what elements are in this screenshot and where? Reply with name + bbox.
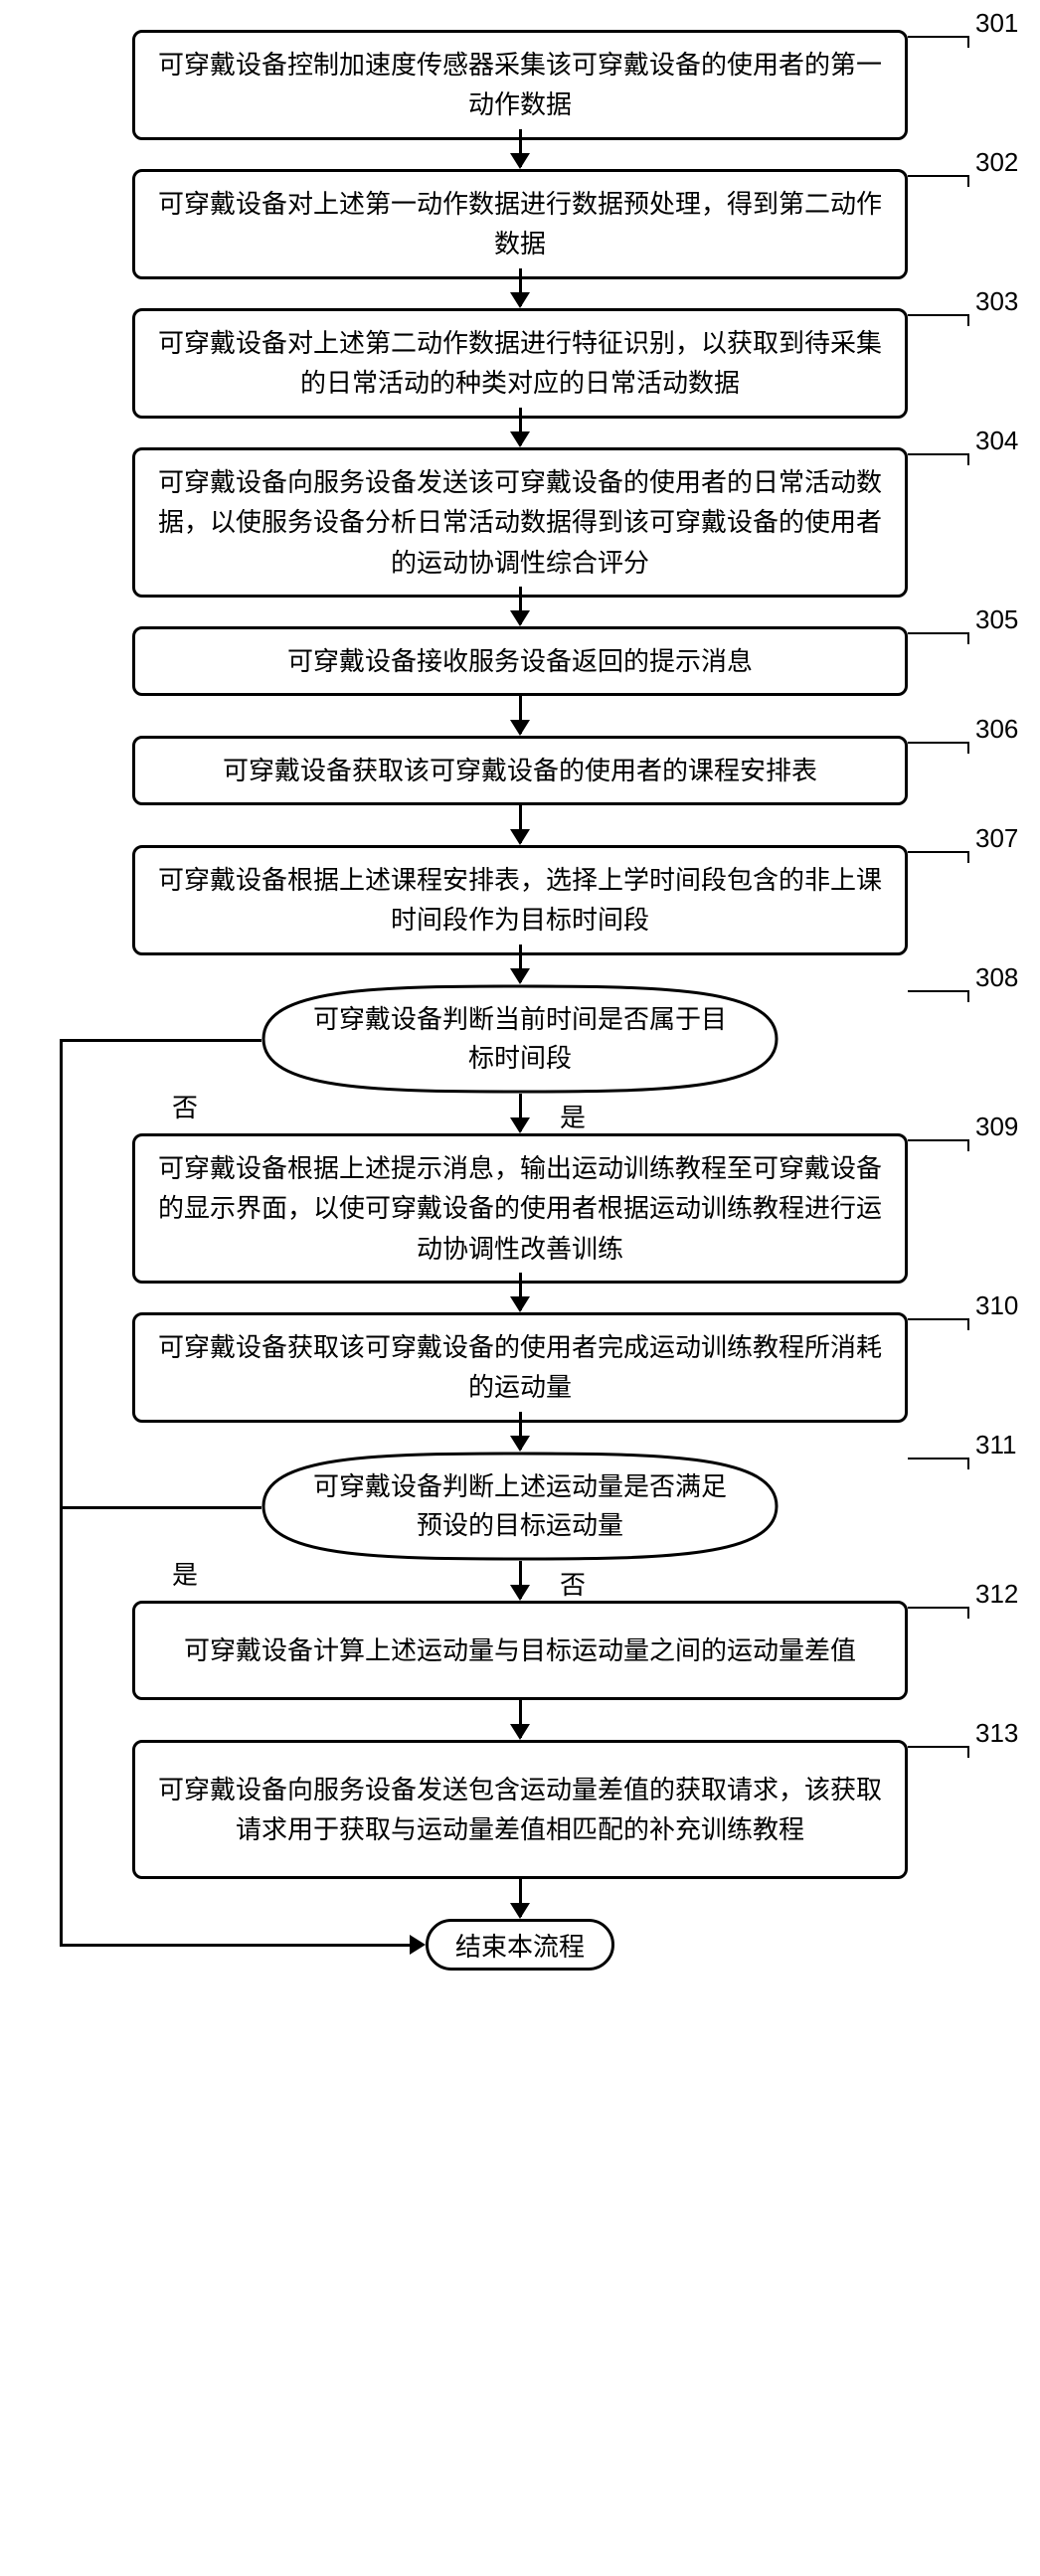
step-label-307: 307	[975, 823, 1018, 854]
lead-line-306	[908, 742, 967, 744]
lead-tick-302	[967, 175, 969, 187]
step-301: 可穿戴设备控制加速度传感器采集该可穿戴设备的使用者的第一动作数据	[132, 30, 908, 140]
step-305: 可穿戴设备接收服务设备返回的提示消息	[132, 626, 908, 696]
step-label-301: 301	[975, 8, 1018, 39]
lead-tick-311	[967, 1458, 969, 1469]
decision-311: 可穿戴设备判断上述运动量是否满足预设的目标运动量	[261, 1452, 779, 1561]
conn-308-left	[60, 1039, 261, 1042]
lead-line-307	[908, 851, 967, 853]
step-label-313: 313	[975, 1718, 1018, 1749]
lead-line-309	[908, 1139, 967, 1141]
arrow-310-down	[519, 1412, 522, 1450]
arrow-304-down	[519, 587, 522, 624]
lead-line-313	[908, 1746, 967, 1748]
decision-text-308: 可穿戴设备判断当前时间是否属于目标时间段	[261, 984, 779, 1094]
step-label-303: 303	[975, 286, 1018, 317]
step-302: 可穿戴设备对上述第一动作数据进行数据预处理，得到第二动作数据	[132, 169, 908, 279]
step-313: 可穿戴设备向服务设备发送包含运动量差值的获取请求，该获取请求用于获取与运动量差值…	[132, 1740, 908, 1879]
step-309: 可穿戴设备根据上述提示消息，输出运动训练教程至可穿戴设备的显示界面，以使可穿戴设…	[132, 1133, 908, 1284]
decision-308: 可穿戴设备判断当前时间是否属于目标时间段	[261, 984, 779, 1094]
arrow-313-down	[519, 1879, 522, 1917]
lead-tick-307	[967, 851, 969, 863]
decision-text-311: 可穿戴设备判断上述运动量是否满足预设的目标运动量	[261, 1452, 779, 1561]
lead-tick-303	[967, 314, 969, 326]
lead-tick-304	[967, 453, 969, 465]
step-304: 可穿戴设备向服务设备发送该可穿戴设备的使用者的日常活动数据，以使服务设备分析日常…	[132, 447, 908, 598]
arrow-302-down	[519, 268, 522, 306]
step-label-310: 310	[975, 1290, 1018, 1321]
arrow-307-down	[519, 945, 522, 982]
arrow-301-down	[519, 129, 522, 167]
lead-tick-309	[967, 1139, 969, 1151]
lead-line-305	[908, 632, 967, 634]
conn-311-left	[60, 1506, 261, 1509]
lead-tick-306	[967, 742, 969, 754]
arrow-309-down	[519, 1273, 522, 1310]
arrow-305-down	[519, 696, 522, 734]
branch-yes-308: 是	[560, 1098, 586, 1134]
lead-line-308	[908, 990, 967, 992]
branch-no-311: 否	[560, 1565, 586, 1602]
lead-tick-313	[967, 1746, 969, 1758]
left-rail-bottom	[60, 1944, 412, 1947]
lead-tick-305	[967, 632, 969, 644]
lead-line-303	[908, 314, 967, 316]
step-306: 可穿戴设备获取该可穿戴设备的使用者的课程安排表	[132, 736, 908, 805]
lead-line-310	[908, 1318, 967, 1320]
arrow-308-down	[519, 1094, 522, 1131]
left-rail	[60, 1039, 63, 1945]
step-303: 可穿戴设备对上述第二动作数据进行特征识别，以获取到待采集的日常活动的种类对应的日…	[132, 308, 908, 419]
step-310: 可穿戴设备获取该可穿戴设备的使用者完成运动训练教程所消耗的运动量	[132, 1312, 908, 1423]
branch-no-308: 否	[172, 1088, 198, 1124]
step-label-311: 311	[975, 1430, 1016, 1460]
lead-tick-301	[967, 36, 969, 48]
lead-line-301	[908, 36, 967, 38]
lead-tick-308	[967, 990, 969, 1002]
step-307: 可穿戴设备根据上述课程安排表，选择上学时间段包含的非上课时间段作为目标时间段	[132, 845, 908, 955]
arrow-into-terminator	[410, 1935, 426, 1955]
step-label-305: 305	[975, 604, 1018, 635]
terminator: 结束本流程	[426, 1919, 614, 1971]
lead-tick-310	[967, 1318, 969, 1330]
lead-line-311	[908, 1458, 967, 1460]
lead-line-312	[908, 1607, 967, 1609]
branch-yes-311: 是	[172, 1555, 198, 1592]
lead-line-302	[908, 175, 967, 177]
flowchart-container: 301可穿戴设备控制加速度传感器采集该可穿戴设备的使用者的第一动作数据302可穿…	[0, 20, 1040, 1990]
step-label-312: 312	[975, 1579, 1018, 1610]
lead-tick-312	[967, 1607, 969, 1619]
arrow-312-down	[519, 1700, 522, 1738]
step-312: 可穿戴设备计算上述运动量与目标运动量之间的运动量差值	[132, 1601, 908, 1700]
arrow-311-down	[519, 1561, 522, 1599]
step-label-302: 302	[975, 147, 1018, 178]
step-label-309: 309	[975, 1112, 1018, 1142]
arrow-303-down	[519, 408, 522, 445]
step-label-306: 306	[975, 714, 1018, 745]
arrow-306-down	[519, 805, 522, 843]
lead-line-304	[908, 453, 967, 455]
step-label-304: 304	[975, 426, 1018, 456]
step-label-308: 308	[975, 962, 1018, 993]
